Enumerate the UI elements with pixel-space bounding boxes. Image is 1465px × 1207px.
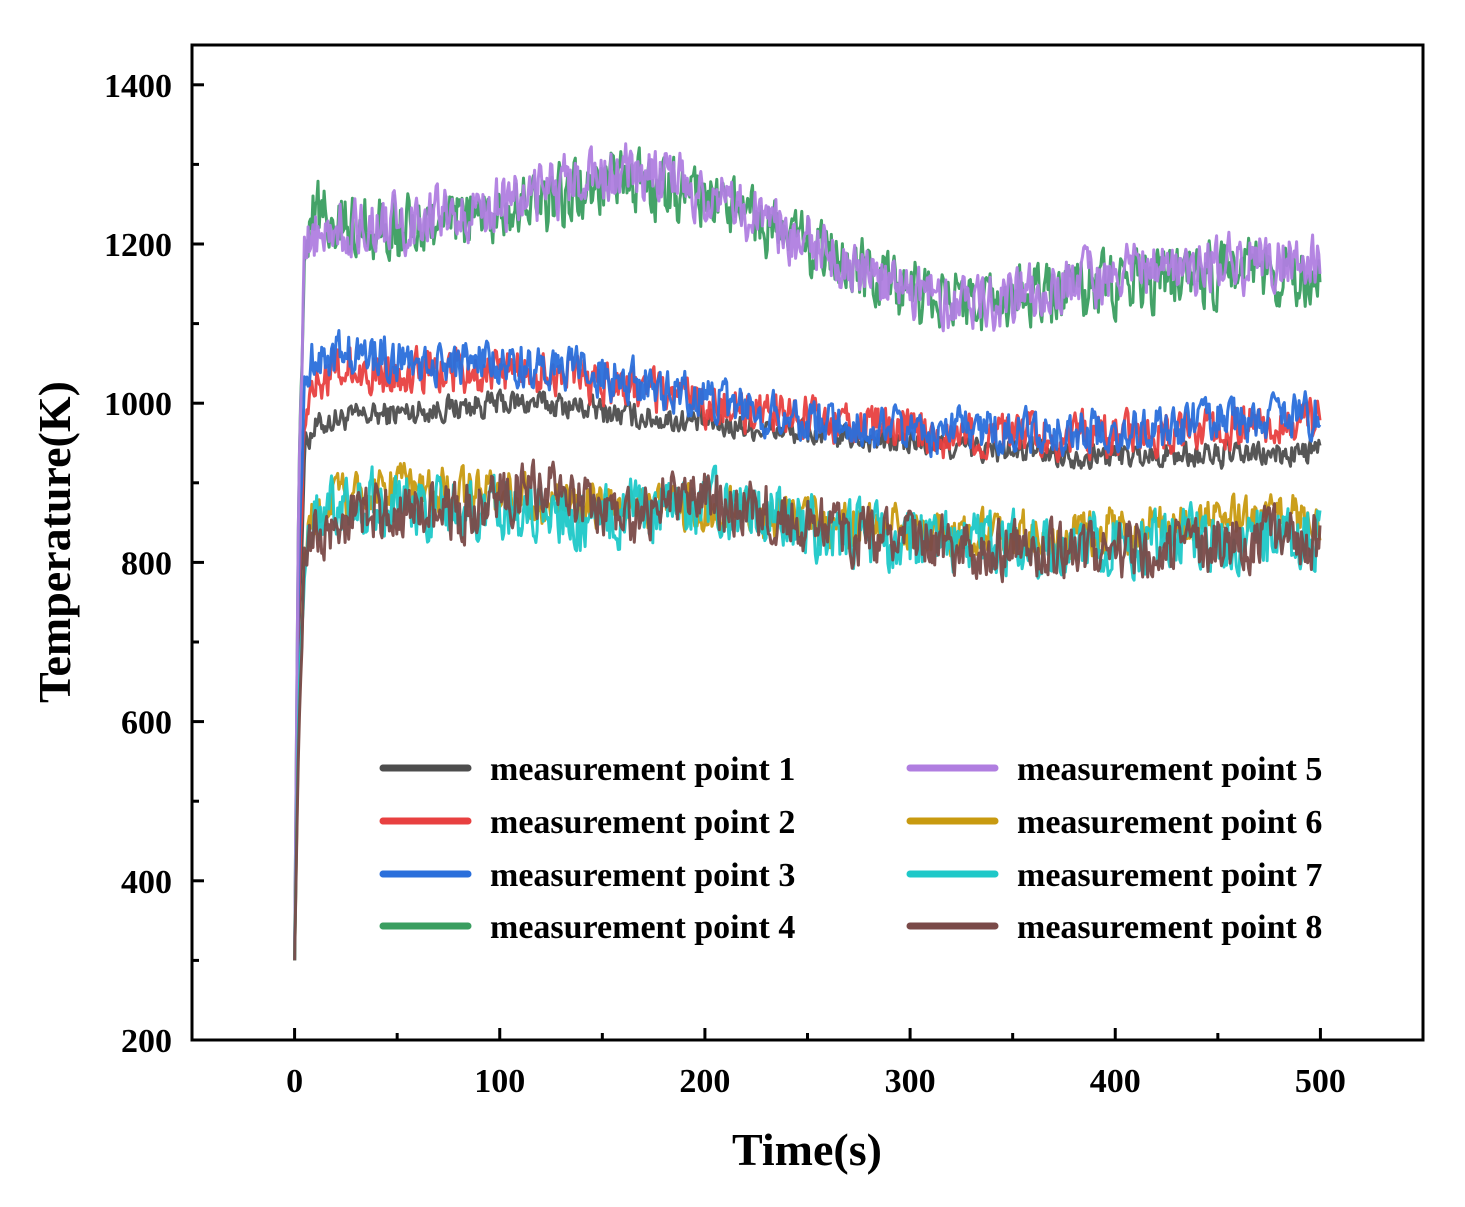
x-tick-labels: 0 100 200 300 400 500 xyxy=(286,1063,1346,1100)
legend-label: measurement point 6 xyxy=(1017,804,1322,841)
y-tick-label: 600 xyxy=(121,705,172,742)
legend-label: measurement point 2 xyxy=(490,804,795,841)
x-tick-label: 500 xyxy=(1295,1063,1346,1100)
legend-label: measurement point 5 xyxy=(1017,751,1322,788)
x-tick-label: 200 xyxy=(679,1063,730,1100)
series-line xyxy=(293,458,1322,961)
legend: measurement point 1 measurement point 2 me… xyxy=(379,751,1322,946)
y-tick-label: 1000 xyxy=(104,386,172,423)
x-tick-label: 100 xyxy=(474,1063,525,1100)
x-axis-title: Time(s) xyxy=(732,1124,882,1175)
y-axis-title: Temperature(K) xyxy=(29,381,80,703)
legend-label: measurement point 1 xyxy=(490,751,795,788)
x-tick-label: 0 xyxy=(286,1063,303,1100)
y-tick-label: 400 xyxy=(121,864,172,901)
y-tick-label: 1400 xyxy=(104,68,172,105)
y-tick-labels: 200 400 600 800 1000 1200 1400 xyxy=(104,68,172,1060)
x-tick-label: 400 xyxy=(1090,1063,1141,1100)
legend-label: measurement point 3 xyxy=(490,857,795,894)
series-lines xyxy=(293,142,1322,961)
y-tick-label: 800 xyxy=(121,545,172,582)
legend-label: measurement point 8 xyxy=(1017,909,1322,946)
y-tick-label: 200 xyxy=(121,1023,172,1060)
series-line xyxy=(293,329,1322,961)
legend-label: measurement point 4 xyxy=(490,909,795,946)
axis-ticks xyxy=(192,83,1322,1042)
legend-label: measurement point 7 xyxy=(1017,857,1322,894)
series-line xyxy=(293,142,1322,961)
y-tick-label: 1200 xyxy=(104,227,172,264)
x-tick-label: 300 xyxy=(885,1063,936,1100)
